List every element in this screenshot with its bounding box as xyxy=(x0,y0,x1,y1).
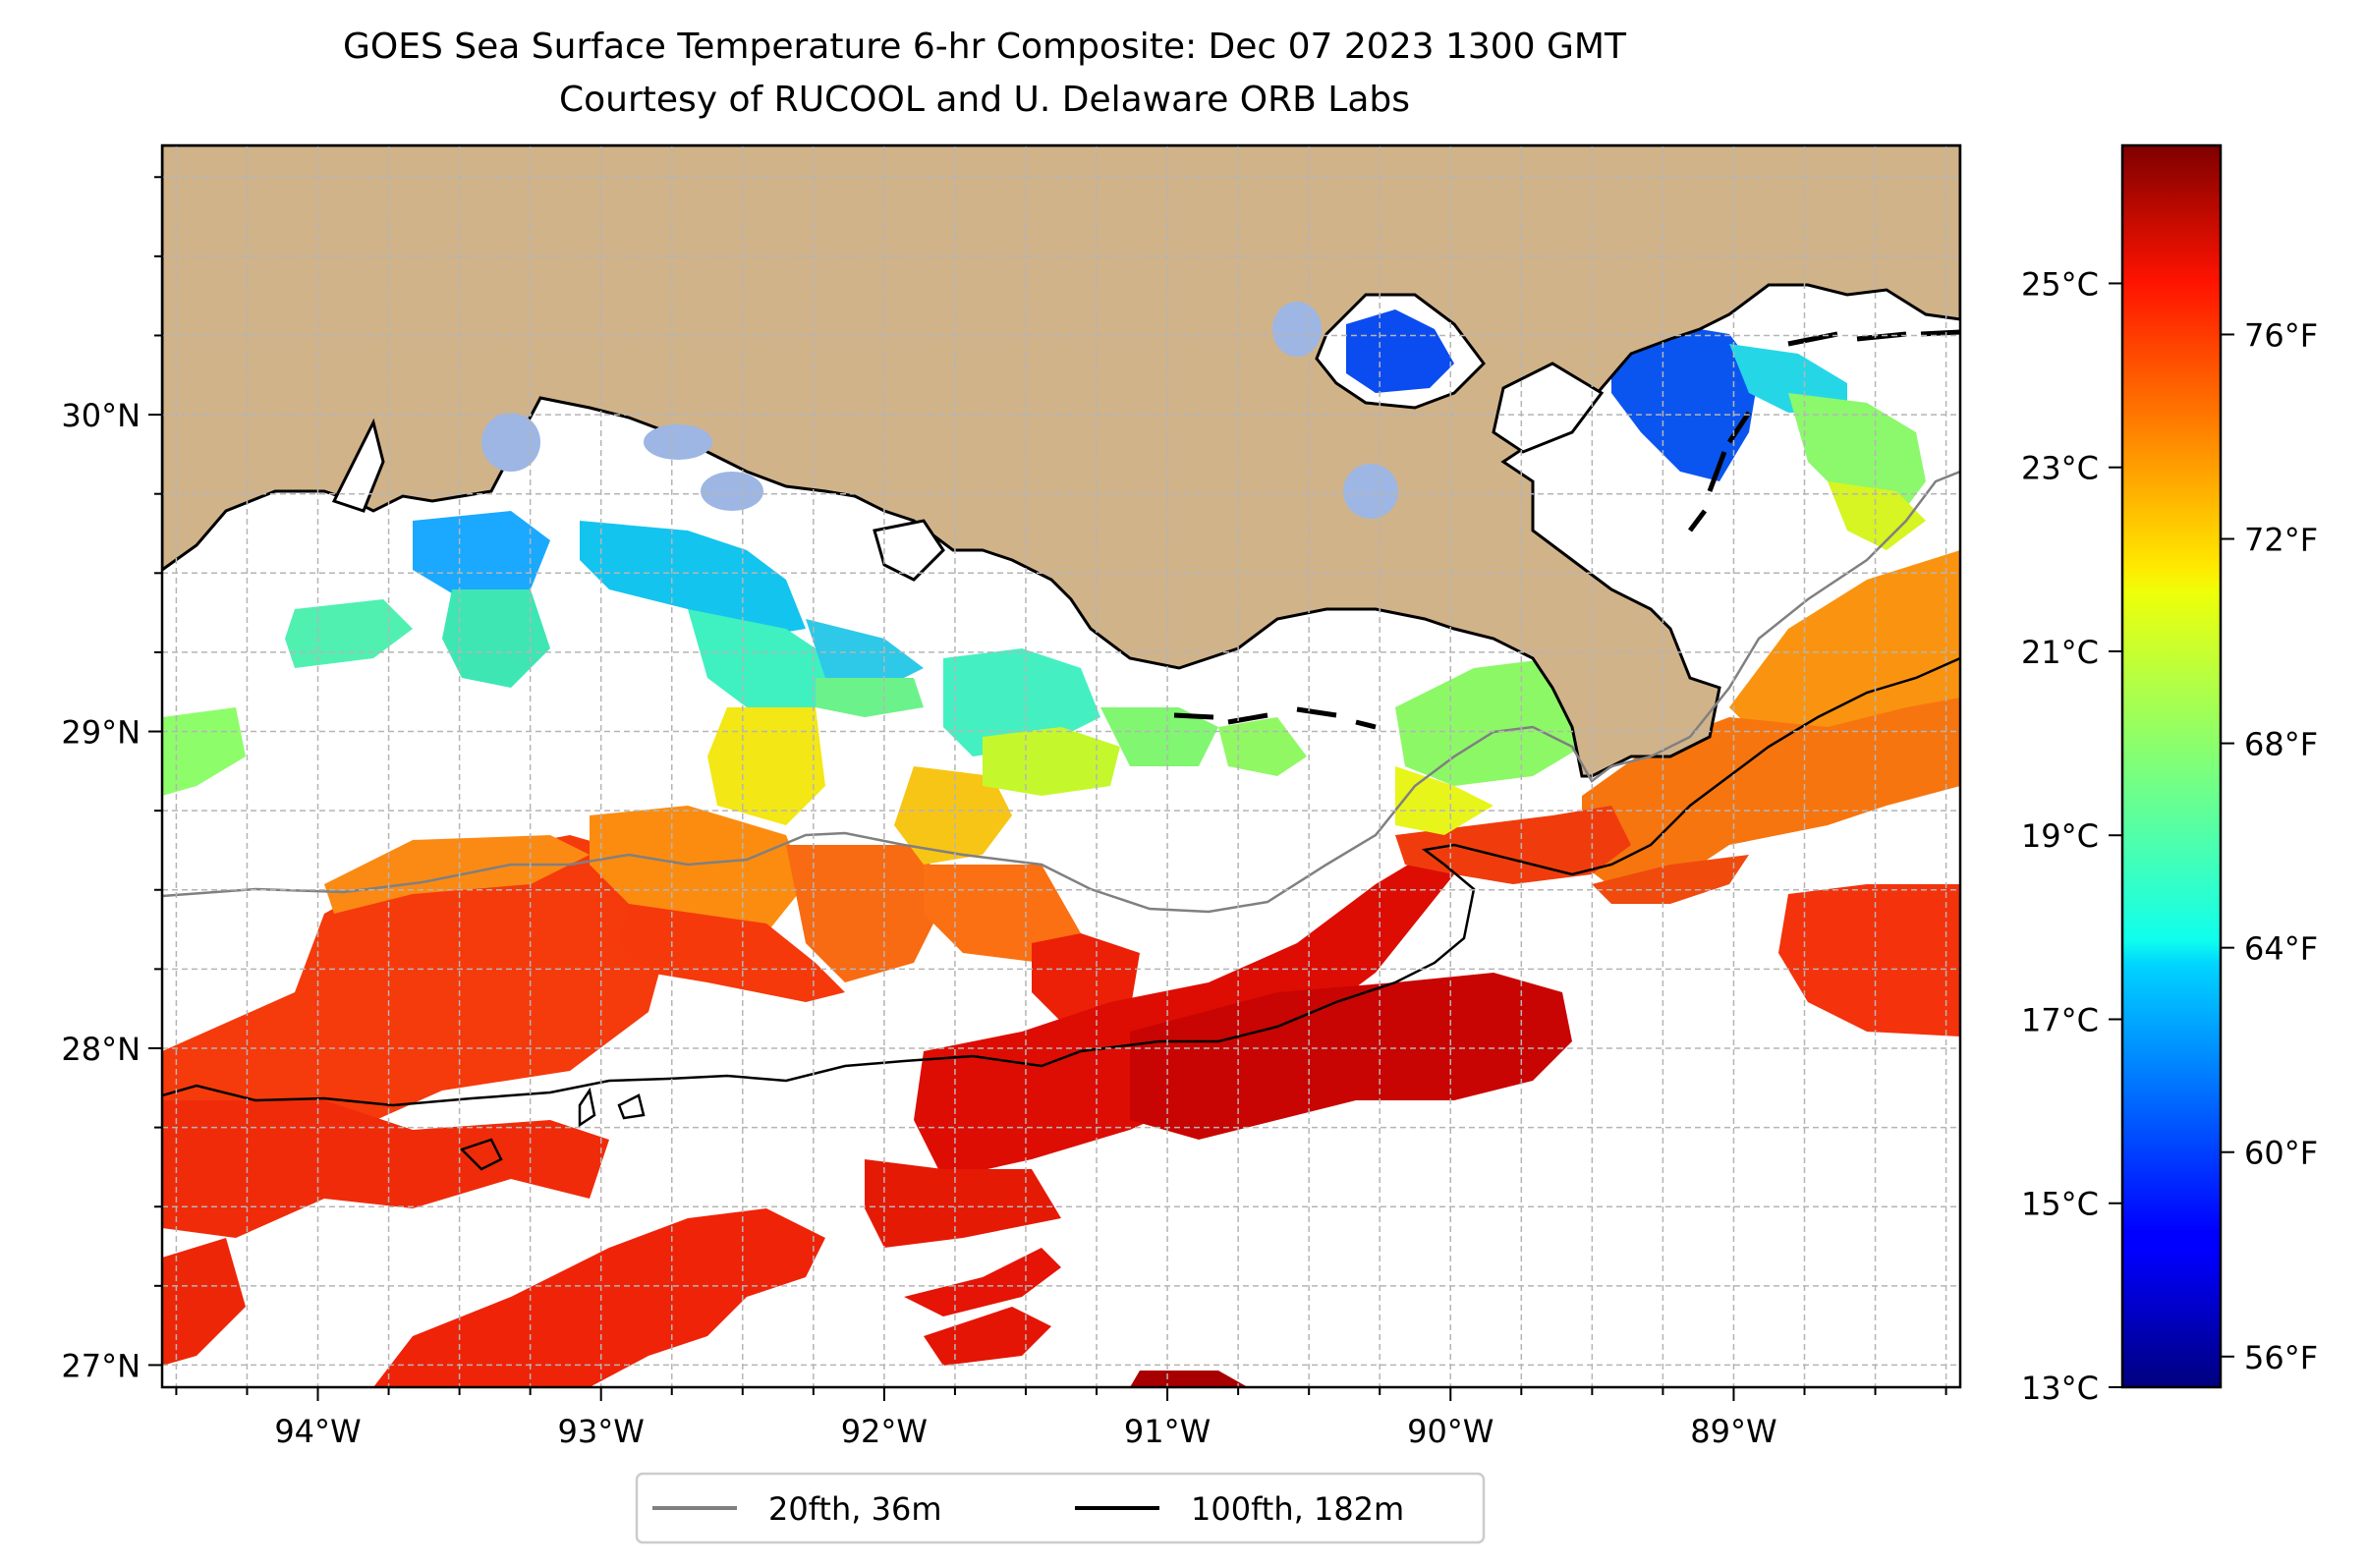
celsius-tick-label: 13°C xyxy=(2021,1370,2099,1407)
map-axes: 94°W 93°W 92°W 91°W 90°W 89°W 27°N 28°N 29°N 30°N xyxy=(61,176,1947,1450)
lat-tick-label: 27°N xyxy=(61,1347,141,1384)
chart-title: GOES Sea Surface Temperature 6-hr Compos… xyxy=(343,27,1626,67)
sst-patch-red-c xyxy=(1032,933,1140,1022)
lat-tick-label: 28°N xyxy=(61,1031,141,1068)
barrier-islands-ne xyxy=(1688,329,1960,532)
lake-2 xyxy=(644,424,712,460)
inlet-1 xyxy=(331,418,385,513)
legend: 20fth, 36m 100fth, 182m xyxy=(635,1472,1486,1544)
fahrenheit-tick-label: 64°F xyxy=(2244,930,2318,968)
lon-tick-label: 94°W xyxy=(274,1413,361,1450)
sst-patch-red-e xyxy=(1395,806,1631,884)
sst-patch-green-e xyxy=(1395,658,1592,786)
sst-patch-cyan-1 xyxy=(413,511,550,599)
sst-patch-cyan-ne xyxy=(1729,344,1847,413)
sst-patch-red-s2 xyxy=(904,1248,1061,1316)
lon-tick-label: 92°W xyxy=(841,1413,928,1450)
sst-patches xyxy=(162,305,1960,1387)
map-frame xyxy=(160,143,1962,1389)
sst-patch-red-east xyxy=(1778,884,1960,1036)
sst-patch-yellowgreen xyxy=(983,727,1120,796)
sst-patch-aqua-2 xyxy=(688,609,845,707)
lon-tick-label: 90°W xyxy=(1407,1413,1493,1450)
sst-patch-warm-west xyxy=(162,835,678,1130)
sst-patch-yellow-ne xyxy=(1828,481,1926,550)
fahrenheit-tick-label: 60°F xyxy=(2244,1135,2318,1172)
graticule xyxy=(162,145,1960,1387)
fahrenheit-tick-label: 68°F xyxy=(2244,726,2318,763)
legend-label-100fth: 100fth, 182m xyxy=(1191,1490,1404,1528)
map-layers xyxy=(162,145,1960,1387)
barrier-islands-central xyxy=(1173,706,1377,730)
sst-patch-yellow-c xyxy=(707,707,825,825)
sst-patch-warm-sw2 xyxy=(162,1238,246,1366)
colorbar xyxy=(2120,143,2223,1389)
celsius-tick-label: 19°C xyxy=(2021,817,2099,855)
celsius-tick-label: 17°C xyxy=(2021,1001,2099,1038)
lat-tick-label: 30°N xyxy=(61,397,141,434)
sst-patch-warm-sw xyxy=(162,1100,609,1238)
fahrenheit-tick-label: 56°F xyxy=(2244,1339,2318,1376)
fahrenheit-tick-label: 76°F xyxy=(2244,316,2318,354)
celsius-tick-label: 15°C xyxy=(2021,1186,2099,1223)
sst-patch-red-central xyxy=(914,855,1454,1179)
sst-patch-orange-c xyxy=(786,845,943,982)
sst-patch-orange-c2 xyxy=(924,865,1081,963)
sst-patch-blue-ne xyxy=(1611,324,1759,481)
sst-patch-red-south xyxy=(373,1208,825,1387)
inlet-3 xyxy=(1492,362,1605,454)
sst-patch-aqua-1 xyxy=(442,589,550,688)
lat-tick-label: 29°N xyxy=(61,714,141,752)
sst-patch-red-east2 xyxy=(1592,855,1749,904)
sst-patch-aqua-w xyxy=(285,599,413,668)
sst-patch-green-mid xyxy=(1100,707,1218,766)
lon-tick-label: 89°W xyxy=(1690,1413,1776,1450)
sst-patch-green-ne xyxy=(1788,393,1926,521)
celsius-tick-label: 25°C xyxy=(2021,265,2099,303)
sst-patch-yellow-c2 xyxy=(894,766,1012,865)
legend-label-20fth: 20fth, 36m xyxy=(768,1490,941,1528)
lake-5 xyxy=(1343,464,1398,519)
celsius-tick-label: 21°C xyxy=(2021,634,2099,671)
sst-patch-green-w xyxy=(162,707,246,796)
lake-4 xyxy=(1272,302,1322,357)
lon-tick-label: 91°W xyxy=(1124,1413,1211,1450)
lake-pontchartrain-water xyxy=(1346,309,1454,393)
lake-1 xyxy=(481,413,540,472)
sst-patch-darkred xyxy=(1130,973,1572,1140)
sst-patch-cyan-3 xyxy=(806,619,924,688)
sst-patch-darkred-s xyxy=(1130,1371,1248,1387)
legend-box xyxy=(635,1472,1486,1544)
contour-100fth-islands xyxy=(459,1087,646,1171)
sst-patch-green-c xyxy=(816,678,924,717)
chart-subtitle: Courtesy of RUCOOL and U. Delaware ORB L… xyxy=(558,80,1411,120)
sst-patch-cyan-2 xyxy=(580,521,806,639)
lon-tick-label: 93°W xyxy=(558,1413,645,1450)
lake-3 xyxy=(701,472,763,511)
inlet-2 xyxy=(873,519,945,582)
fahrenheit-tick-label: 72°F xyxy=(2244,522,2318,559)
sst-patch-red-s3 xyxy=(924,1307,1051,1366)
sst-patch-red-s xyxy=(865,1159,1061,1248)
sst-patch-orange-ne xyxy=(1729,550,1960,747)
sst-patch-red-mid xyxy=(619,904,845,1002)
colorbar-axes: 13°C 15°C 17°C 19°C 21°C 23°C 25°C 56°F 60°F 64°F… xyxy=(2021,265,2318,1407)
contour-100fth xyxy=(162,656,1960,1107)
celsius-tick-label: 23°C xyxy=(2021,450,2099,487)
